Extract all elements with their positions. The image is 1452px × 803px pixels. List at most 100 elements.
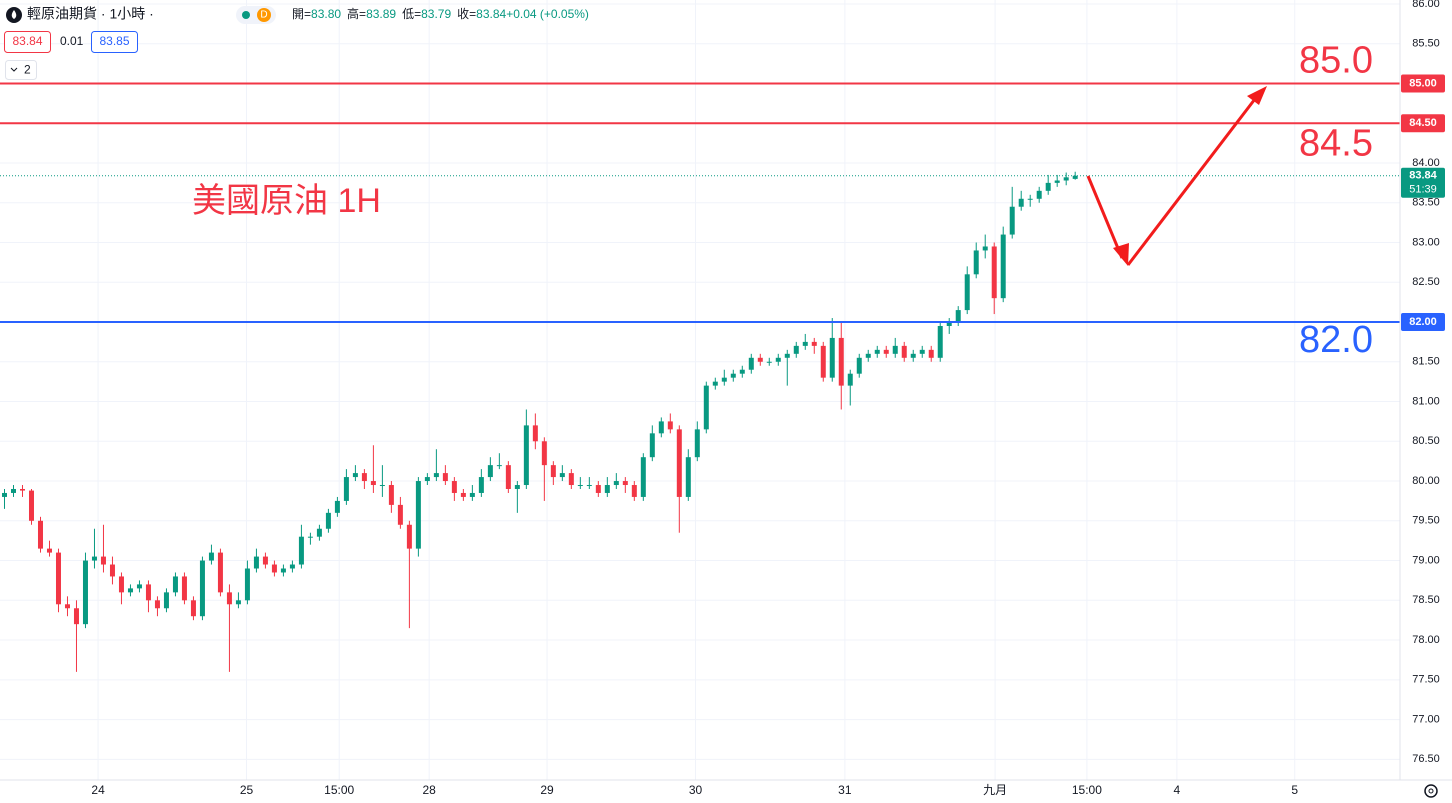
- x-tick-label: 24: [91, 783, 105, 797]
- level-label: 82.0: [1299, 319, 1373, 361]
- chevron: [10, 67, 18, 72]
- candle-body: [496, 465, 502, 467]
- grid: [0, 0, 1400, 780]
- candle-body: [415, 481, 421, 549]
- candle-body: [928, 349, 934, 358]
- candle-body: [46, 548, 52, 553]
- candle-body: [1000, 234, 1006, 299]
- last-price-label: 83.84: [1409, 170, 1437, 182]
- badge: D: [260, 10, 267, 21]
- legend-value: 83.79: [421, 7, 451, 21]
- y-tick-label: 85.50: [1412, 38, 1440, 50]
- buy-button[interactable]: [91, 31, 138, 53]
- candle-body: [658, 421, 664, 434]
- candle-body: [613, 481, 619, 486]
- candle-body: [550, 465, 556, 478]
- candle-body: [1, 492, 7, 497]
- candle-body: [64, 604, 70, 609]
- candle-body: [280, 568, 286, 573]
- candle-body: [604, 485, 610, 493]
- candle-body: [136, 584, 142, 589]
- sell-price: 83.84: [12, 34, 42, 48]
- candle-body: [874, 349, 880, 354]
- candle-body: [10, 488, 16, 493]
- candle-body: [568, 473, 574, 486]
- candle-body: [640, 457, 646, 497]
- candle-body: [469, 492, 475, 497]
- arrow-head: [1113, 243, 1129, 266]
- candle-body: [451, 481, 457, 493]
- y-tick-label: 77.50: [1412, 674, 1440, 686]
- candle-body: [1036, 190, 1042, 199]
- candle-body: [964, 274, 970, 311]
- candle-body: [721, 377, 727, 382]
- badge-bg: [257, 8, 271, 22]
- candle-body: [811, 341, 817, 346]
- candle-body: [973, 250, 979, 275]
- legend-label: 高=: [347, 6, 366, 21]
- candle-body: [595, 485, 601, 493]
- indicator-toggle[interactable]: [5, 60, 37, 80]
- level-axis-box: [1401, 114, 1445, 133]
- y-tick-label: 81.50: [1412, 356, 1440, 368]
- candle-body: [433, 473, 439, 478]
- plot: 85.0 84.5 82.0: [0, 40, 1400, 672]
- y-tick-label: 86.00: [1412, 0, 1440, 10]
- x-tick-label: 25: [240, 783, 254, 797]
- gear-center: [1428, 788, 1434, 794]
- candle-body: [289, 564, 295, 569]
- gear: [1424, 784, 1438, 798]
- candle-body: [190, 600, 196, 617]
- candle-body: [1027, 198, 1033, 200]
- market-status: [242, 11, 250, 19]
- settings-icon[interactable]: [1424, 784, 1438, 798]
- level-label: 84.5: [1299, 122, 1373, 164]
- candle-body: [757, 357, 763, 362]
- buy-price: 83.85: [99, 34, 129, 48]
- candle-body: [217, 552, 223, 593]
- candle-body: [712, 381, 718, 386]
- y-tick-label: 83.50: [1412, 197, 1440, 209]
- candle-body: [1054, 180, 1060, 183]
- candle-body: [955, 310, 961, 323]
- candle-body: [622, 481, 628, 486]
- x-tick-label: 29: [540, 783, 554, 797]
- y-tick-label: 80.00: [1412, 475, 1440, 487]
- candle-body: [316, 528, 322, 537]
- candle-body: [334, 500, 340, 513]
- candle-body: [226, 592, 232, 605]
- sell-button[interactable]: [4, 31, 51, 53]
- candle-body: [271, 564, 277, 573]
- candle-body: [1018, 198, 1024, 207]
- legend-value: 83.89: [366, 7, 396, 21]
- candle-body: [829, 337, 835, 378]
- x-tick-label: 5: [1291, 783, 1298, 797]
- indicator-count: 2: [24, 63, 31, 77]
- candle-body: [856, 357, 862, 374]
- x-tick-label: 31: [838, 783, 852, 797]
- candle-body: [505, 465, 511, 489]
- candle-body: [685, 457, 691, 497]
- candle-body: [730, 373, 736, 378]
- candle-body: [37, 520, 43, 549]
- candle-body: [19, 488, 25, 491]
- level-axis-label: 85.00: [1409, 77, 1437, 89]
- candle-body: [937, 325, 943, 358]
- arrows: [1086, 86, 1267, 266]
- x-tick-label: 九月: [983, 783, 1007, 797]
- candle-body: [91, 556, 97, 561]
- y-tick-label: 81.00: [1412, 395, 1440, 407]
- y-tick-label: 83.00: [1412, 236, 1440, 248]
- legend-value: +0.04 (+0.05%): [506, 7, 589, 21]
- candle-body: [892, 345, 898, 354]
- level-axis-label: 84.50: [1409, 117, 1437, 129]
- candle-body: [919, 349, 925, 354]
- candle-body: [460, 492, 466, 497]
- candle-body: [532, 425, 538, 442]
- candle-body: [901, 345, 907, 358]
- candle-body: [28, 490, 34, 521]
- y-tick-label: 77.00: [1412, 713, 1440, 725]
- candle-body: [352, 473, 358, 478]
